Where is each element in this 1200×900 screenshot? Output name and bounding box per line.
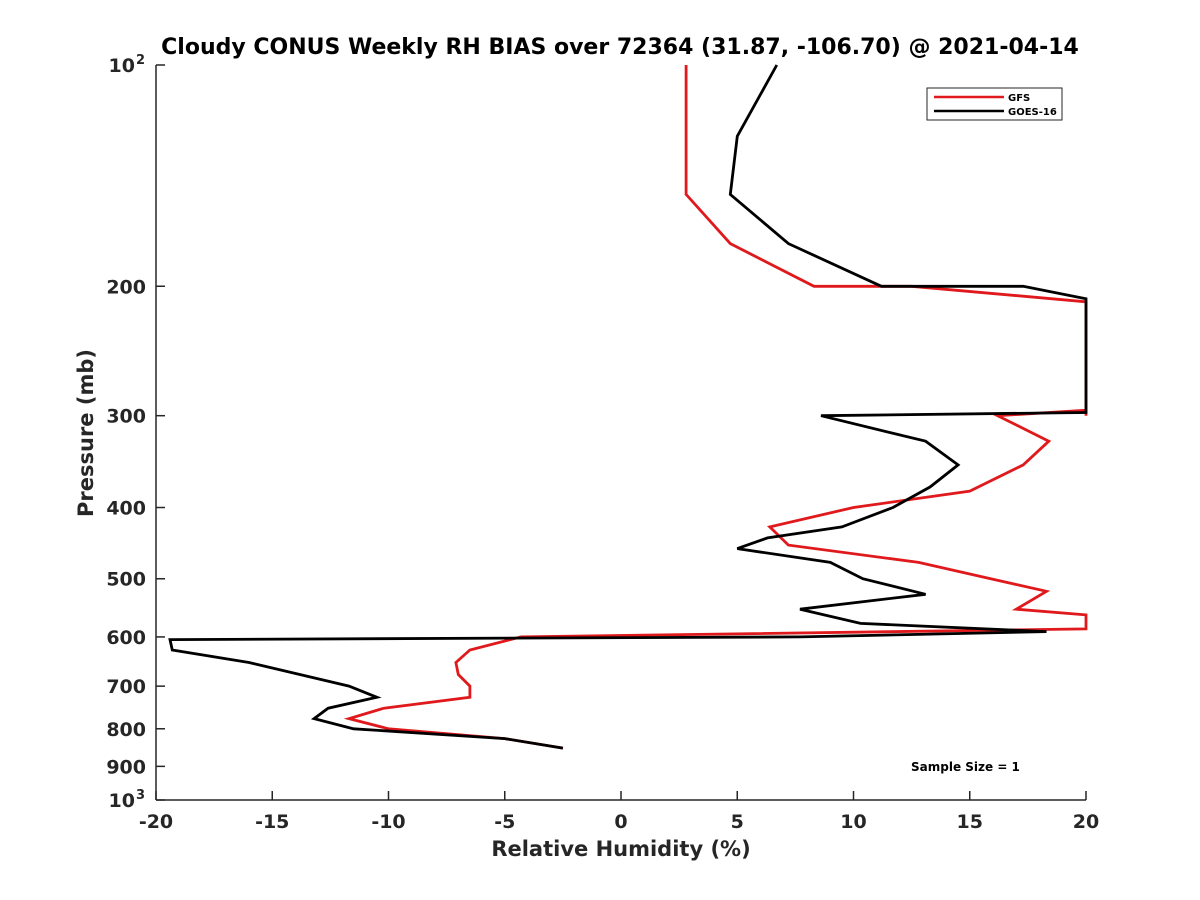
y-axis-label: Pressure (mb)	[74, 349, 98, 517]
legend-label-goes16: GOES-16	[1008, 107, 1057, 118]
y-tick-label: 300	[106, 406, 146, 428]
x-tick-label: 5	[731, 811, 744, 833]
x-ticks: -20 -15 -10 -5 0 5 10 15 20	[139, 791, 1099, 833]
y-tick-label: 10	[109, 790, 135, 812]
legend-label-gfs: GFS	[1008, 93, 1030, 104]
x-axis-label: Relative Humidity (%)	[491, 837, 750, 861]
series-layer	[168, 64, 1088, 750]
y-tick-label: 500	[106, 569, 146, 591]
x-tick-label: -10	[371, 811, 405, 833]
y-tick-label: 600	[106, 627, 146, 649]
y-tick-label: 800	[106, 719, 146, 741]
legend: GFS GOES-16	[926, 87, 1063, 121]
x-tick-label: -5	[494, 811, 515, 833]
series-line-gfs	[343, 65, 1088, 750]
y-tick-exponent: 3	[136, 788, 145, 803]
sample-size-annotation: Sample Size = 1	[911, 760, 1020, 774]
y-tick-exponent: 2	[136, 53, 145, 68]
y-tick-label: 900	[106, 756, 146, 778]
x-tick-label: 10	[840, 811, 866, 833]
y-tick-label: 10	[109, 55, 135, 77]
plot-area	[156, 65, 1086, 800]
x-tick-label: 0	[614, 811, 627, 833]
x-tick-label: -20	[139, 811, 173, 833]
x-tick-label: -15	[255, 811, 289, 833]
chart-title: Cloudy CONUS Weekly RH BIAS over 72364 (…	[161, 35, 1079, 60]
y-tick-label: 700	[106, 676, 146, 698]
y-tick-label: 200	[106, 276, 146, 298]
x-tick-label: 15	[957, 811, 983, 833]
series-line-goes16	[168, 64, 1088, 750]
x-tick-label: 20	[1073, 811, 1099, 833]
y-tick-label: 400	[106, 498, 146, 520]
legend-box	[926, 87, 1063, 121]
